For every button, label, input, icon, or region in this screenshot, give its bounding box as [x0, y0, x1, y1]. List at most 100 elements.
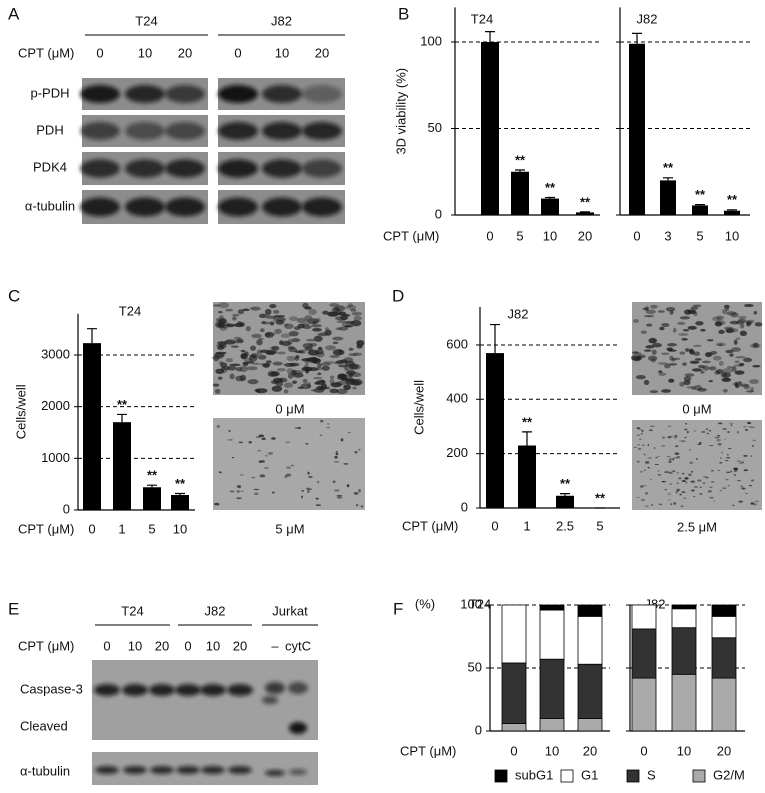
condition-label: CPT (μM) — [18, 638, 74, 653]
cell — [338, 364, 349, 368]
cell — [746, 390, 754, 393]
cell — [708, 486, 713, 488]
blot-strip — [92, 660, 318, 740]
cell — [294, 326, 301, 331]
cell — [298, 426, 301, 430]
cell — [672, 470, 676, 472]
cell — [356, 344, 363, 349]
cell — [224, 308, 234, 312]
cell — [225, 358, 233, 363]
cell — [658, 370, 663, 373]
cell — [292, 372, 304, 378]
cell — [706, 432, 710, 435]
cell — [285, 473, 292, 477]
cell — [683, 497, 687, 499]
blot-band — [165, 197, 205, 217]
bar — [481, 42, 499, 215]
blot-band — [265, 770, 285, 776]
cell — [313, 376, 323, 380]
cell — [750, 455, 753, 457]
lane-label: 20 — [178, 45, 192, 60]
cell — [749, 379, 759, 385]
cell — [352, 352, 363, 356]
cell — [340, 438, 344, 442]
bar-segment — [711, 604, 737, 617]
cell — [668, 471, 673, 475]
cell — [729, 470, 733, 473]
cell — [306, 338, 316, 342]
lane-label: 10 — [128, 638, 142, 653]
cell — [708, 445, 714, 447]
cell — [703, 476, 708, 478]
cell — [722, 308, 728, 315]
blot-band — [94, 684, 120, 696]
cell — [332, 349, 345, 356]
cell — [752, 342, 759, 348]
cell — [698, 441, 702, 445]
cell — [256, 339, 263, 346]
blot-band — [149, 684, 175, 696]
cell — [668, 460, 672, 464]
bar — [576, 212, 594, 215]
cell — [695, 458, 698, 460]
blot-band — [80, 85, 120, 103]
blot-band — [95, 766, 119, 774]
lane-label: 20 — [233, 638, 247, 653]
blot-band — [80, 122, 120, 140]
cell — [640, 498, 645, 502]
y-axis-label: Cells/well — [411, 380, 426, 435]
cell — [296, 317, 308, 324]
cell — [689, 360, 700, 364]
cell — [736, 430, 739, 434]
cell — [724, 438, 727, 440]
x-tick-label: 0 — [510, 743, 517, 758]
blot-band — [123, 766, 147, 774]
significance-label: ** — [545, 180, 556, 195]
cell — [658, 372, 667, 376]
cell — [650, 479, 652, 481]
y-tick-label: 3000 — [41, 346, 70, 361]
blot-band — [218, 122, 258, 140]
cell — [231, 457, 235, 459]
significance-label: ** — [663, 160, 674, 175]
bar-segment — [631, 628, 657, 679]
cell — [662, 436, 666, 439]
cell — [731, 347, 741, 352]
cell — [739, 462, 743, 465]
cell — [649, 390, 659, 394]
cell — [705, 428, 709, 430]
cell — [752, 364, 761, 368]
cell — [633, 352, 642, 356]
micrograph-label: 0 μM — [682, 401, 711, 416]
cell — [271, 385, 283, 392]
cell — [676, 489, 680, 492]
cell — [262, 363, 270, 368]
cell — [718, 329, 725, 335]
cell — [717, 443, 722, 446]
cell — [289, 316, 298, 322]
bar-segment — [501, 662, 527, 724]
chart-title: J82 — [637, 11, 658, 26]
error-bar — [663, 177, 673, 181]
cell — [644, 505, 649, 508]
blot-band — [125, 85, 165, 103]
cell — [676, 472, 679, 474]
cell — [695, 321, 704, 326]
cell — [724, 460, 729, 462]
cell — [668, 435, 674, 438]
cell — [251, 333, 262, 339]
y-tick-label: 0 — [461, 499, 468, 514]
x-tick-label: 5 — [148, 521, 155, 536]
blot-band — [302, 197, 342, 217]
cell — [690, 470, 694, 473]
cell — [694, 486, 698, 488]
cell — [265, 454, 268, 457]
cell — [673, 502, 677, 505]
cell — [685, 481, 688, 484]
cell — [741, 487, 746, 490]
cell — [722, 388, 728, 393]
legend-swatch — [560, 769, 574, 783]
x-tick-label: 0 — [88, 521, 95, 536]
cell — [706, 339, 714, 342]
cell — [212, 383, 220, 387]
